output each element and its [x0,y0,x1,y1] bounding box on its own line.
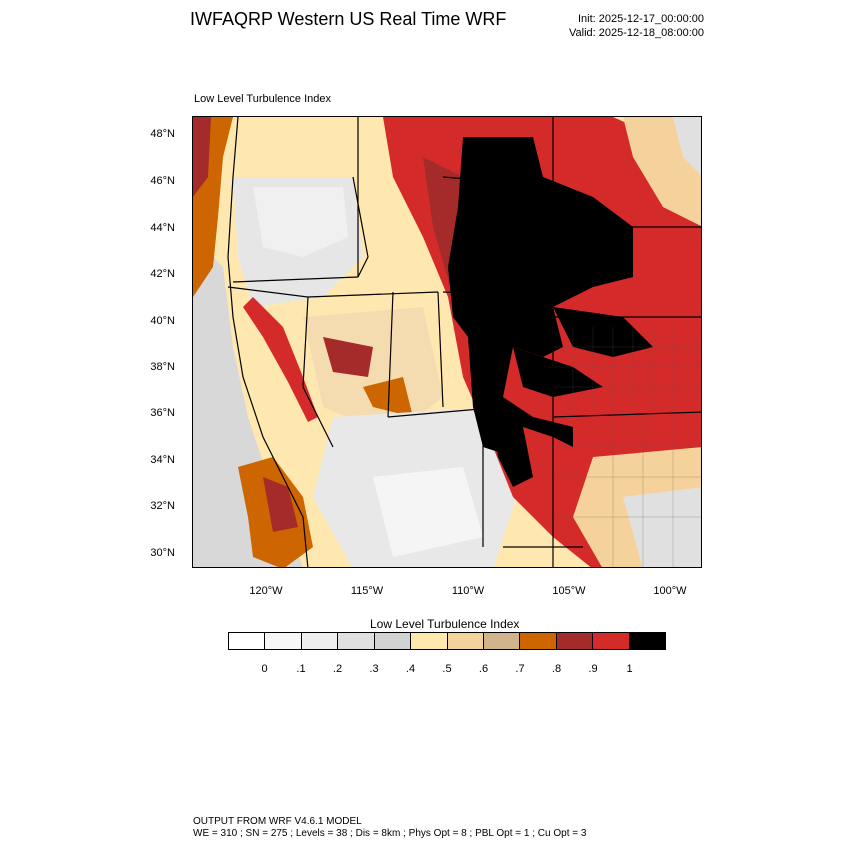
lon-tick-105: 105°W [552,585,586,597]
lat-tick-42: 42°N [150,268,175,280]
core-extension-2 [513,347,603,397]
core-extension-1 [553,307,653,357]
colorbar-box [374,633,412,649]
colorbar-label: .2 [332,663,343,675]
county-lines [553,327,701,567]
lat-tick-32: 32°N [150,500,175,512]
colorbar-label: .1 [296,663,306,675]
colorbar-title: Low Level Turbulence Index [370,617,520,631]
field-label: Low Level Turbulence Index [194,93,331,105]
colorbar-label: .9 [588,663,598,675]
colorbar [228,632,666,650]
init-time: Init: 2025-12-17_00:00:00 [578,13,704,25]
colorbar-box [520,633,557,649]
northwest-light [253,187,348,257]
colorbar-box [593,633,630,649]
colorbar-box [229,633,266,649]
model-info: OUTPUT FROM WRF V4.6.1 MODEL [193,816,362,827]
colorbar-label: .4 [405,663,416,675]
lon-tick-110: 110°W [451,585,485,597]
model-options: WE = 310 ; SN = 275 ; Levels = 38 ; Dis … [193,828,587,839]
colorbar-box [411,633,448,649]
lat-tick-40: 40°N [150,315,175,327]
lat-tick-34: 34°N [150,454,175,466]
colorbar-label: .6 [478,663,489,675]
southwest-light [373,467,483,557]
core-extension-3 [493,417,533,487]
colorbar-label: .3 [369,663,379,675]
sierra-streak [243,297,318,422]
lat-tick-44: 44°N [150,222,175,234]
colorbar-label: .5 [442,663,452,675]
colorbar-box [301,633,339,649]
colorbar-label: .7 [515,663,525,675]
ocean-area [193,237,303,567]
valid-time: Valid: 2025-12-18_08:00:00 [569,27,704,39]
colorbar-box [556,633,594,649]
lon-tick-120: 120°W [249,585,283,597]
pacific-dark-band [193,117,211,197]
lat-tick-46: 46°N [150,175,175,187]
map-panel [192,116,702,568]
coastline [227,117,309,567]
socal-red [263,477,298,532]
colorbar-box [338,633,375,649]
lat-tick-38: 38°N [150,361,175,373]
state-boundaries [227,117,701,567]
colorbar-box [629,633,666,649]
lon-tick-115: 115°W [350,585,384,597]
colorbar-label: .8 [551,663,562,675]
colorbar-box [265,633,302,649]
northeast-grey [673,117,701,175]
colorbar-label: 0 [261,663,268,675]
colorbar-box [483,633,521,649]
colorbar-label: 1 [626,663,633,675]
lat-tick-36: 36°N [150,407,175,419]
texas-grey [623,487,701,567]
colorbar-box [447,633,484,649]
lon-tick-100: 100°W [653,585,687,597]
lat-tick-30: 30°N [150,547,175,559]
basin-patch-2 [363,377,413,417]
map-graphic [193,117,701,567]
chart-title: IWFAQRP Western US Real Time WRF [190,9,507,29]
basin-patch-1 [323,337,373,377]
lat-tick-48: 48°N [150,128,175,140]
